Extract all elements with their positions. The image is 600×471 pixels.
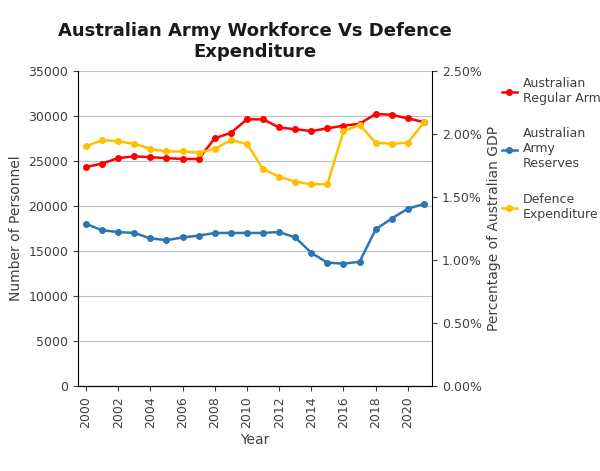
Y-axis label: Number of Personnel: Number of Personnel: [9, 155, 23, 301]
Australian
Regular Army: [308, 128, 315, 134]
Australian
Regular Army: [244, 116, 251, 122]
Australian
Regular Army: [98, 161, 106, 166]
Australian
Regular Army: [404, 115, 412, 121]
Defence
Expenditure: [340, 129, 347, 134]
Line: Australian
Army
Reserves: Australian Army Reserves: [83, 201, 427, 267]
Australian
Regular Army: [275, 125, 283, 130]
Australian
Regular Army: [163, 155, 170, 161]
Line: Defence
Expenditure: Defence Expenditure: [83, 120, 427, 187]
Australian
Regular Army: [324, 126, 331, 131]
Australian
Regular Army: [227, 130, 235, 136]
Australian
Regular Army: [356, 121, 363, 127]
Defence
Expenditure: [163, 149, 170, 154]
Australian
Army
Reserves: [163, 237, 170, 243]
Defence
Expenditure: [259, 166, 266, 172]
Defence
Expenditure: [98, 137, 106, 143]
Australian
Regular Army: [372, 111, 379, 117]
Defence
Expenditure: [131, 141, 138, 146]
Australian
Army
Reserves: [82, 221, 89, 227]
Australian
Army
Reserves: [292, 235, 299, 240]
Australian
Army
Reserves: [259, 230, 266, 236]
Defence
Expenditure: [211, 146, 218, 152]
Australian
Army
Reserves: [404, 206, 412, 211]
Defence
Expenditure: [147, 146, 154, 152]
Australian
Army
Reserves: [324, 260, 331, 266]
Australian
Regular Army: [82, 164, 89, 170]
Line: Australian
Regular Army: Australian Regular Army: [83, 111, 427, 170]
Australian
Regular Army: [195, 156, 202, 162]
Defence
Expenditure: [292, 179, 299, 185]
Australian
Army
Reserves: [115, 229, 122, 235]
Y-axis label: Percentage of Australian GDP: Percentage of Australian GDP: [487, 126, 501, 331]
Australian
Regular Army: [211, 136, 218, 141]
Defence
Expenditure: [356, 122, 363, 128]
Australian
Regular Army: [131, 154, 138, 159]
X-axis label: Year: Year: [241, 433, 269, 447]
Title: Australian Army Workforce Vs Defence
Expenditure: Australian Army Workforce Vs Defence Exp…: [58, 22, 452, 61]
Defence
Expenditure: [244, 141, 251, 146]
Defence
Expenditure: [115, 138, 122, 144]
Defence
Expenditure: [82, 144, 89, 149]
Australian
Army
Reserves: [372, 227, 379, 232]
Defence
Expenditure: [308, 181, 315, 187]
Defence
Expenditure: [404, 140, 412, 146]
Australian
Regular Army: [179, 156, 186, 162]
Australian
Army
Reserves: [147, 236, 154, 241]
Australian
Army
Reserves: [421, 201, 428, 207]
Australian
Army
Reserves: [275, 229, 283, 235]
Defence
Expenditure: [372, 140, 379, 146]
Australian
Army
Reserves: [388, 216, 395, 221]
Defence
Expenditure: [421, 120, 428, 125]
Defence
Expenditure: [275, 174, 283, 179]
Defence
Expenditure: [388, 141, 395, 146]
Australian
Army
Reserves: [356, 259, 363, 265]
Australian
Army
Reserves: [195, 233, 202, 238]
Australian
Regular Army: [421, 119, 428, 125]
Australian
Army
Reserves: [244, 230, 251, 236]
Australian
Army
Reserves: [179, 235, 186, 240]
Australian
Army
Reserves: [131, 230, 138, 236]
Defence
Expenditure: [324, 181, 331, 187]
Australian
Regular Army: [292, 126, 299, 132]
Australian
Regular Army: [388, 112, 395, 118]
Australian
Regular Army: [147, 154, 154, 160]
Australian
Army
Reserves: [98, 227, 106, 233]
Australian
Regular Army: [115, 155, 122, 161]
Australian
Army
Reserves: [227, 230, 235, 236]
Australian
Army
Reserves: [211, 230, 218, 236]
Defence
Expenditure: [179, 149, 186, 154]
Australian
Army
Reserves: [308, 250, 315, 256]
Australian
Regular Army: [340, 123, 347, 129]
Defence
Expenditure: [227, 137, 235, 143]
Australian
Regular Army: [259, 116, 266, 122]
Australian
Army
Reserves: [340, 261, 347, 267]
Defence
Expenditure: [195, 150, 202, 155]
Legend: Australian
Regular Army, Australian
Army
Reserves, Defence
Expenditure: Australian Regular Army, Australian Army…: [502, 77, 600, 221]
